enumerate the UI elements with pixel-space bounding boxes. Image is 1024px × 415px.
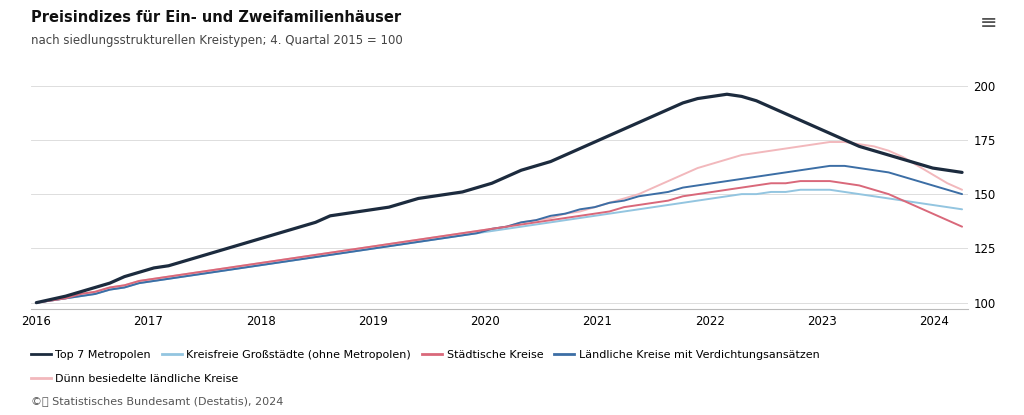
Text: Preisindizes für Ein- und Zweifamilienhäuser: Preisindizes für Ein- und Zweifamilienhä…: [31, 10, 400, 25]
Text: nach siedlungsstrukturellen Kreistypen; 4. Quartal 2015 = 100: nach siedlungsstrukturellen Kreistypen; …: [31, 34, 402, 47]
Text: ©Ⓐ Statistisches Bundesamt (Destatis), 2024: ©Ⓐ Statistisches Bundesamt (Destatis), 2…: [31, 396, 283, 406]
Legend: Dünn besiedelte ländliche Kreise: Dünn besiedelte ländliche Kreise: [31, 374, 239, 383]
Text: ≡: ≡: [980, 13, 997, 33]
